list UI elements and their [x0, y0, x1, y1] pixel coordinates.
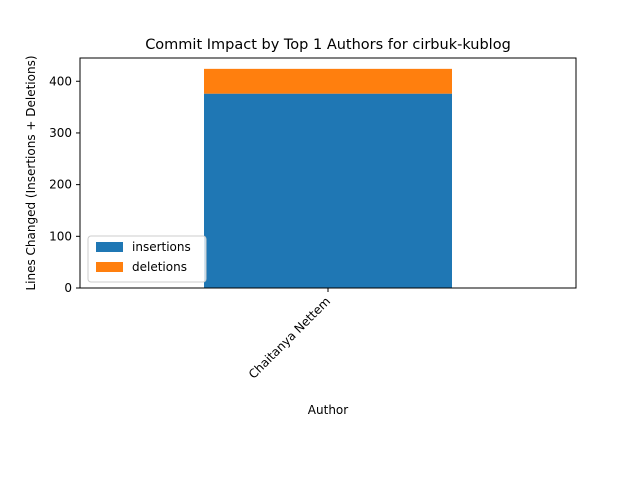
- y-tick-label: 200: [49, 178, 72, 192]
- legend-swatch-insertions: [96, 242, 123, 252]
- x-tick-label: Chaitanya Nettem: [246, 294, 333, 381]
- legend: insertions deletions: [87, 235, 207, 283]
- bar-deletions-0: [204, 68, 452, 94]
- legend-label-deletions: deletions: [132, 260, 187, 274]
- x-axis-label: Author: [308, 403, 348, 417]
- legend-swatch-deletions: [96, 262, 123, 272]
- y-axis-label: Lines Changed (Insertions + Deletions): [24, 55, 38, 290]
- plot-area: Chaitanya Nettem 0 100 200 300 400: [49, 57, 577, 382]
- legend-label-insertions: insertions: [132, 240, 191, 254]
- y-tick-label: 400: [49, 74, 72, 88]
- bar-insertions-0: [204, 93, 452, 288]
- y-tick-label: 0: [64, 281, 72, 295]
- chart-title: Commit Impact by Top 1 Authors for cirbu…: [145, 37, 511, 53]
- y-tick-label: 300: [49, 126, 72, 140]
- axes-frame: [79, 57, 577, 289]
- y-tick-label: 100: [49, 229, 72, 243]
